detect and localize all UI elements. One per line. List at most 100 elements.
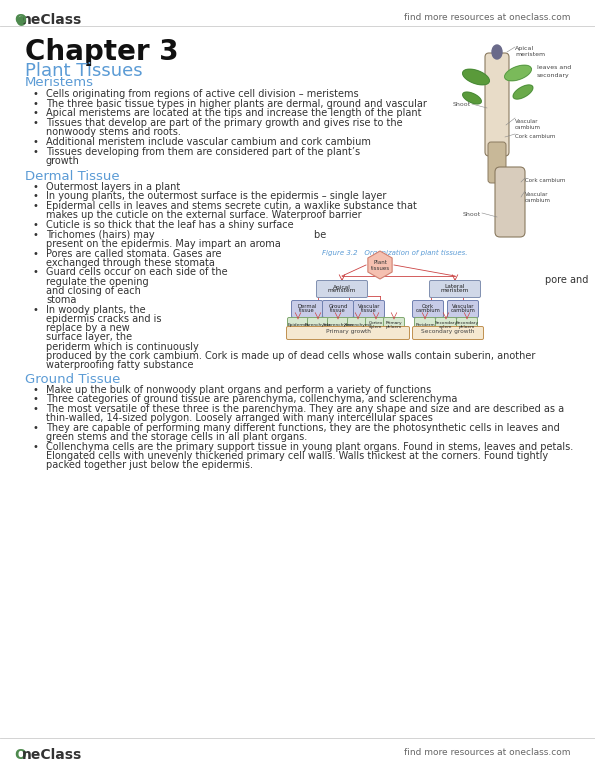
Text: Sclerenchyma: Sclerenchyma: [322, 323, 353, 327]
Text: •: •: [33, 220, 39, 230]
Text: pore and: pore and: [545, 275, 588, 285]
Text: Three categories of ground tissue are parenchyma, collenchyma, and sclerenchyma: Three categories of ground tissue are pa…: [46, 394, 458, 404]
Text: periderm which is continuously: periderm which is continuously: [46, 342, 199, 351]
Text: •: •: [33, 394, 39, 404]
Text: Cortex: Cortex: [369, 321, 383, 325]
Text: •: •: [33, 182, 39, 192]
Text: packed together just below the epidermis.: packed together just below the epidermis…: [46, 460, 253, 470]
Text: •: •: [33, 267, 39, 277]
FancyBboxPatch shape: [292, 300, 322, 317]
Text: Ground: Ground: [328, 304, 347, 310]
Text: •: •: [33, 201, 39, 211]
Text: tissues: tissues: [371, 266, 390, 270]
FancyBboxPatch shape: [317, 280, 368, 297]
Text: Vascular: Vascular: [515, 119, 538, 124]
Text: regulate the opening: regulate the opening: [46, 276, 149, 286]
FancyBboxPatch shape: [436, 317, 456, 333]
Text: Plant Tissues: Plant Tissues: [25, 62, 143, 80]
Text: Secondary: Secondary: [434, 321, 458, 325]
Text: The most versatile of these three is the parenchyma. They are any shape and size: The most versatile of these three is the…: [46, 404, 564, 414]
FancyBboxPatch shape: [384, 317, 405, 333]
Text: replace by a new: replace by a new: [46, 323, 130, 333]
Text: Cells originating from regions of active cell division – meristems: Cells originating from regions of active…: [46, 89, 359, 99]
FancyBboxPatch shape: [322, 300, 353, 317]
Text: Epidermal cells in leaves and stems secrete cutin, a waxlike substance that: Epidermal cells in leaves and stems secr…: [46, 201, 417, 211]
Text: Additional meristem include vascular cambium and cork cambium: Additional meristem include vascular cam…: [46, 137, 371, 147]
Text: Ground Tissue: Ground Tissue: [25, 373, 120, 386]
FancyBboxPatch shape: [488, 142, 506, 183]
Text: secondary: secondary: [537, 73, 570, 78]
Text: leaves and: leaves and: [537, 65, 571, 70]
Text: Guard cells occur on each side of the: Guard cells occur on each side of the: [46, 267, 228, 277]
Text: exchanged through these stomata: exchanged through these stomata: [46, 258, 215, 268]
Text: Lateral: Lateral: [444, 284, 465, 290]
Polygon shape: [463, 92, 481, 104]
Text: phloem: phloem: [386, 325, 402, 329]
Text: •: •: [33, 191, 39, 201]
Text: •: •: [33, 384, 39, 394]
Text: The three basic tissue types in higher plants are dermal, ground and vascular: The three basic tissue types in higher p…: [46, 99, 427, 109]
Text: stoma: stoma: [46, 295, 76, 305]
FancyBboxPatch shape: [412, 300, 443, 317]
Text: Cork cambium: Cork cambium: [525, 178, 565, 183]
Text: Vascular: Vascular: [452, 304, 474, 310]
FancyBboxPatch shape: [287, 326, 409, 340]
Text: epidermis cracks and is: epidermis cracks and is: [46, 314, 161, 324]
Text: Tissues developing from them are considered part of the plant’s: Tissues developing from them are conside…: [46, 147, 360, 157]
FancyBboxPatch shape: [327, 317, 349, 333]
Text: •: •: [33, 423, 39, 433]
Text: Dermal: Dermal: [298, 304, 317, 310]
Text: Apical
meristem: Apical meristem: [515, 46, 545, 57]
Text: xylem: xylem: [439, 325, 453, 329]
Text: Make up the bulk of nonwoody plant organs and perform a variety of functions: Make up the bulk of nonwoody plant organ…: [46, 384, 431, 394]
Text: growth: growth: [46, 156, 80, 166]
FancyBboxPatch shape: [353, 300, 384, 317]
Text: Elongated cells with unevenly thickened primary cell walls. Walls thickest at th: Elongated cells with unevenly thickened …: [46, 451, 548, 461]
Text: cambium: cambium: [450, 309, 475, 313]
Text: Collenchyma cells are the primary support tissue in young plant organs. Found in: Collenchyma cells are the primary suppor…: [46, 442, 573, 452]
Text: They are capable of performing many different functions, they are the photosynth: They are capable of performing many diff…: [46, 423, 560, 433]
Ellipse shape: [492, 45, 502, 59]
FancyBboxPatch shape: [412, 326, 484, 340]
FancyBboxPatch shape: [308, 317, 328, 333]
Text: •: •: [33, 137, 39, 147]
Text: Vascular: Vascular: [358, 304, 380, 310]
Text: Secondary growth: Secondary growth: [421, 330, 475, 334]
Text: neClass: neClass: [22, 13, 82, 27]
Text: meristem: meristem: [328, 289, 356, 293]
Text: cambium: cambium: [525, 198, 551, 203]
Text: Apical meristems are located at the tips and increase the length of the plant: Apical meristems are located at the tips…: [46, 109, 421, 119]
Polygon shape: [505, 65, 531, 81]
Text: meristem: meristem: [441, 289, 469, 293]
FancyBboxPatch shape: [347, 317, 368, 333]
Text: •: •: [33, 442, 39, 452]
Polygon shape: [513, 85, 533, 99]
Text: Trichomes (hairs) may                                                   be: Trichomes (hairs) may be: [46, 229, 326, 239]
Text: present on the epidermis. May impart an aroma: present on the epidermis. May impart an …: [46, 239, 281, 249]
Text: O: O: [14, 13, 26, 27]
Text: Dermal Tissue: Dermal Tissue: [25, 169, 120, 182]
Text: tissue: tissue: [299, 309, 315, 313]
Polygon shape: [463, 69, 489, 85]
Text: •: •: [33, 89, 39, 99]
Text: cambium: cambium: [415, 309, 440, 313]
Text: tissue: tissue: [330, 309, 346, 313]
Text: Primary growth: Primary growth: [325, 330, 371, 334]
Text: •: •: [33, 147, 39, 157]
Text: Cork cambium: Cork cambium: [515, 134, 555, 139]
Text: Apical: Apical: [333, 284, 351, 290]
Text: and closing of each: and closing of each: [46, 286, 141, 296]
Text: Tissues that develop are part of the primary growth and gives rise to the: Tissues that develop are part of the pri…: [46, 118, 403, 128]
Text: •: •: [33, 118, 39, 128]
Text: •: •: [33, 99, 39, 109]
Text: In woody plants, the: In woody plants, the: [46, 305, 146, 315]
Text: Xlerenchyma: Xlerenchyma: [344, 323, 372, 327]
Text: •: •: [33, 404, 39, 414]
Text: •: •: [33, 109, 39, 119]
Text: Pores are called stomata. Gases are: Pores are called stomata. Gases are: [46, 249, 221, 259]
Text: Parenchyma: Parenchyma: [305, 323, 331, 327]
Text: Outermost layers in a plant: Outermost layers in a plant: [46, 182, 180, 192]
Text: find more resources at oneclass.com: find more resources at oneclass.com: [403, 748, 570, 757]
Text: find more resources at oneclass.com: find more resources at oneclass.com: [403, 13, 570, 22]
FancyBboxPatch shape: [430, 280, 481, 297]
